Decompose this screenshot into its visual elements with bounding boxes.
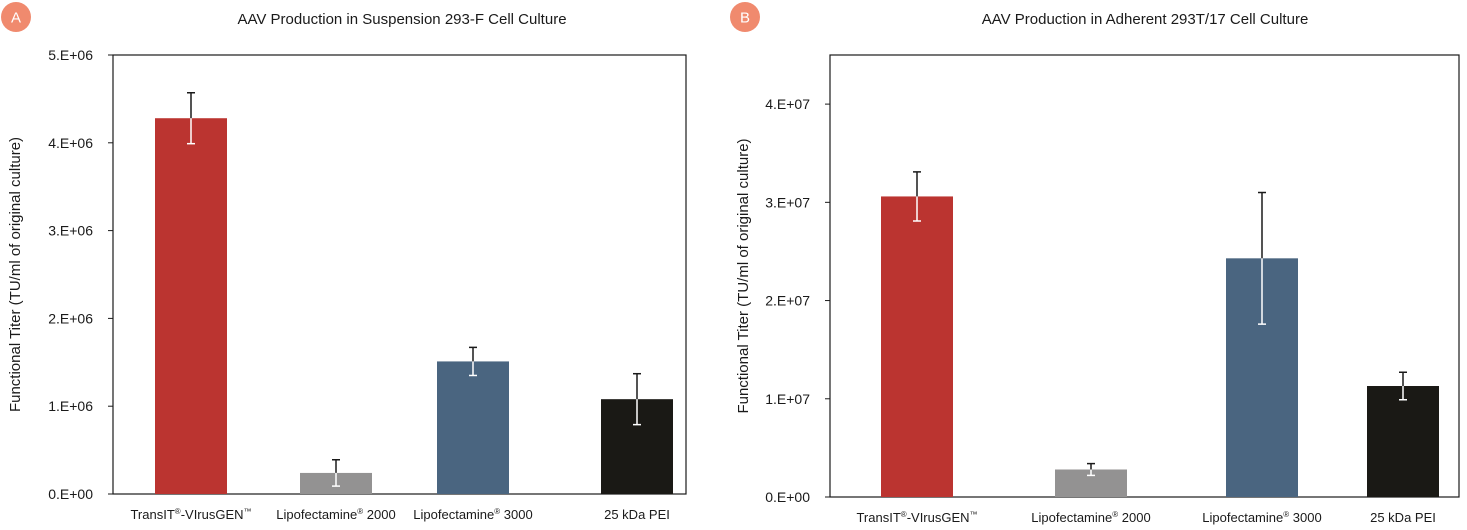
bar-1 (155, 118, 227, 494)
y-tick-label: 3.E+06 (48, 223, 93, 239)
chart-panel-a: A AAV Production in Suspension 293-F Cell… (1, 2, 687, 522)
plot-frame (829, 54, 1460, 498)
x-tick-label: TransIT®-VIrusGEN™ (856, 510, 977, 525)
x-tick-label-sup: ® (494, 507, 500, 516)
y-tick-label: 1.E+07 (765, 391, 810, 407)
x-tick-label-suffix: 2000 (1118, 510, 1151, 525)
error-bar-4 (1399, 371, 1407, 401)
x-tick-label-suffix: 2000 (363, 507, 396, 522)
y-axis-label: Functional Titer (TU/ml of original cult… (7, 137, 24, 412)
x-tick-label: 25 kDa PEI (1370, 510, 1436, 525)
y-tick-label: 4.E+07 (765, 96, 810, 112)
x-tick-label: 25 kDa PEI (604, 507, 670, 522)
x-tick-label-name: Lipofectamine (413, 507, 494, 522)
error-bar-3 (469, 346, 477, 377)
y-tick-label: 5.E+06 (48, 47, 93, 63)
chart-panel-b: B AAV Production in Adherent 293T/17 Cell… (730, 2, 1460, 525)
error-bar-4 (633, 372, 641, 426)
x-tick-label-sup: ® (357, 507, 363, 516)
x-tick-label: Lipofectamine® 3000 (413, 507, 532, 522)
x-tick-label: Lipofectamine® 2000 (1031, 510, 1150, 525)
x-tick-label: Lipofectamine® 2000 (276, 507, 395, 522)
x-tick-label-name: TransIT (130, 507, 174, 522)
error-bar-1 (913, 171, 921, 222)
panel-badge-label: A (11, 10, 21, 27)
x-tick-label-suffix: 3000 (500, 507, 533, 522)
x-tick-label-name: Lipofectamine (1202, 510, 1283, 525)
plot-frame (112, 54, 687, 495)
error-bar-3 (1258, 191, 1266, 325)
panel-badge-a: A (1, 2, 31, 32)
bar-3 (437, 361, 509, 494)
bar-4 (1367, 386, 1439, 497)
y-tick-label: 2.E+06 (48, 310, 93, 326)
y-tick-label: 2.E+07 (765, 293, 810, 309)
error-bar-2 (1087, 462, 1095, 477)
chart-title: AAV Production in Suspension 293-F Cell … (237, 11, 566, 28)
x-tick-label-name: 25 kDa PEI (1370, 510, 1436, 525)
x-tick-label-suffix: -VIrusGEN (181, 507, 244, 522)
y-tick-label: 0.E+00 (48, 486, 93, 502)
x-tick-label-sup: ® (901, 510, 907, 519)
chart-title: AAV Production in Adherent 293T/17 Cell … (982, 11, 1309, 28)
x-tick-label-sup: ® (1283, 510, 1289, 519)
error-bar-2 (332, 459, 340, 487)
x-tick-label-sup: ™ (244, 507, 252, 516)
bar-1 (881, 196, 953, 497)
y-tick-label: 1.E+06 (48, 398, 93, 414)
x-tick-label-sup: ® (175, 507, 181, 516)
x-tick-label-suffix: -VIrusGEN (907, 510, 970, 525)
x-tick-label-name: TransIT (856, 510, 900, 525)
x-tick-label-suffix: 3000 (1289, 510, 1322, 525)
panel-badge-circle (730, 2, 760, 32)
y-tick-label: 4.E+06 (48, 135, 93, 151)
x-tick-label-name: Lipofectamine (276, 507, 357, 522)
y-tick-label: 3.E+07 (765, 194, 810, 210)
x-tick-label: TransIT®-VIrusGEN™ (130, 507, 251, 522)
x-tick-label-name: Lipofectamine (1031, 510, 1112, 525)
x-tick-label-sup: ® (1112, 510, 1118, 519)
panel-badge-b: B (730, 2, 760, 32)
error-bar-1 (187, 92, 195, 145)
x-tick-label: Lipofectamine® 3000 (1202, 510, 1321, 525)
y-tick-label: 0.E+00 (765, 489, 810, 505)
y-axis-label: Functional Titer (TU/ml of original cult… (735, 138, 752, 413)
panel-badge-label: B (740, 10, 750, 27)
panel-badge-circle (1, 2, 31, 32)
x-tick-label-name: 25 kDa PEI (604, 507, 670, 522)
x-tick-label-sup: ™ (970, 510, 978, 519)
